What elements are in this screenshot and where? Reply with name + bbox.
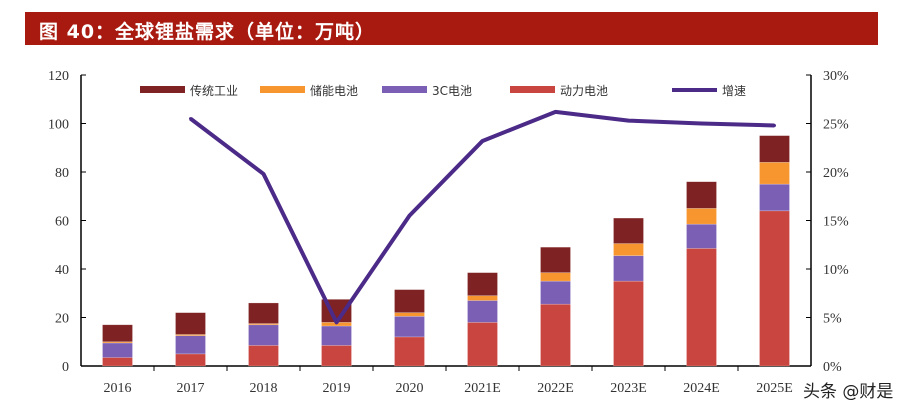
bar-3C电池 (686, 223, 717, 249)
growth-point (700, 122, 703, 125)
bar-动力电池 (686, 248, 717, 367)
x-tick-label: 2025E (756, 381, 793, 396)
bar-动力电池 (540, 303, 571, 367)
growth-point (627, 119, 630, 123)
bar-3C电池 (759, 183, 790, 212)
y2-tick-label: 10% (823, 263, 849, 278)
legend-label: 传统工业 (190, 83, 238, 98)
bar-3C电池 (540, 280, 571, 305)
y-tick-label: 60 (55, 215, 69, 230)
bar-传统工业 (467, 272, 498, 296)
x-tick-label: 2023E (610, 381, 647, 396)
x-tick-label: 2021E (464, 381, 501, 396)
growth-point (481, 139, 484, 143)
x-tick-label: 2024E (683, 381, 720, 396)
y-tick-label: 20 (55, 312, 69, 327)
growth-point (262, 172, 265, 176)
x-tick-label: 2020 (396, 381, 424, 396)
legend-swatch (382, 86, 427, 93)
bar-储能电池 (686, 208, 717, 225)
legend-label: 增速 (722, 84, 746, 98)
bar-动力电池 (613, 280, 644, 367)
bar-3C电池 (394, 315, 425, 338)
bar-储能电池 (394, 312, 425, 317)
x-tick-label: 2018 (250, 381, 278, 396)
y-tick-label: 120 (48, 69, 69, 84)
legend-label: 动力电池 (560, 84, 608, 98)
bar-3C电池 (175, 335, 206, 355)
growth-point (189, 117, 192, 121)
bar-储能电池 (613, 243, 644, 256)
y2-tick-label: 20% (823, 166, 849, 181)
bar-传统工业 (102, 324, 133, 343)
bar-动力电池 (248, 345, 279, 367)
x-tick-label: 2019 (323, 381, 351, 396)
legend-swatch (140, 86, 185, 93)
x-tick-label: 2016 (104, 381, 132, 396)
bar-传统工业 (759, 135, 790, 163)
bar-动力电池 (467, 322, 498, 367)
bar-传统工业 (613, 217, 644, 244)
bar-储能电池 (759, 162, 790, 185)
chart-title: 图 40：全球锂盐需求（单位：万吨） (39, 21, 376, 43)
title-bar: 图 40：全球锂盐需求（单位：万吨） (25, 12, 878, 45)
y2-tick-label: 25% (823, 118, 849, 133)
y2-tick-label: 5% (823, 312, 842, 327)
y-tick-label: 80 (55, 166, 69, 181)
bar-传统工业 (175, 312, 206, 335)
legend-swatch (260, 86, 305, 93)
bar-动力电池 (175, 353, 206, 367)
bar-传统工业 (394, 289, 425, 313)
bar-传统工业 (248, 302, 279, 324)
y-tick-label: 100 (48, 118, 69, 133)
bar-动力电池 (102, 357, 133, 367)
bar-3C电池 (102, 342, 133, 358)
y-tick-label: 0 (62, 360, 69, 375)
bar-储能电池 (540, 272, 571, 282)
bar-传统工业 (540, 246, 571, 273)
growth-point (335, 320, 338, 324)
y2-tick-label: 15% (823, 215, 849, 230)
bar-储能电池 (467, 295, 498, 301)
legend-label: 储能电池 (310, 83, 358, 98)
x-tick-label: 2017 (177, 381, 205, 396)
bar-3C电池 (467, 300, 498, 323)
watermark: 头条 @财是 (803, 382, 894, 402)
bar-3C电池 (248, 324, 279, 346)
legend-swatch (672, 88, 717, 92)
bar-动力电池 (759, 210, 790, 367)
bar-动力电池 (321, 345, 352, 367)
y2-tick-label: 30% (823, 69, 849, 84)
bar-传统工业 (686, 181, 717, 209)
growth-point (408, 214, 411, 218)
bar-3C电池 (613, 255, 644, 282)
y-tick-label: 40 (55, 263, 69, 278)
x-tick-label: 2022E (537, 381, 574, 396)
growth-point (773, 123, 776, 127)
legend-swatch (510, 86, 555, 93)
legend-label: 3C电池 (432, 84, 472, 98)
y2-tick-label: 0% (823, 360, 842, 375)
bar-3C电池 (321, 325, 352, 346)
bar-动力电池 (394, 336, 425, 367)
growth-point (554, 110, 557, 114)
